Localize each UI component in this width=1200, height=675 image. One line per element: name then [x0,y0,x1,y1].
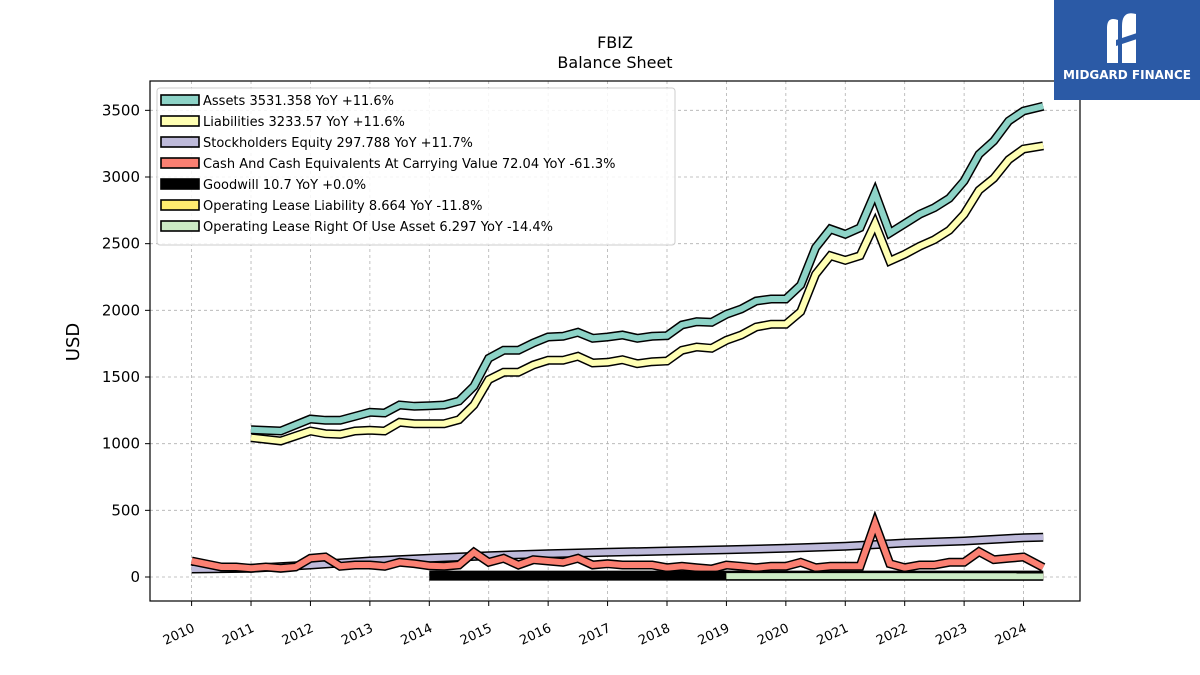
x-tick-label: 2020 [755,621,791,649]
series-stroke [250,142,1044,445]
x-tick-label: 2013 [339,621,375,649]
x-tick-label: 2019 [696,621,732,649]
legend-label: Goodwill 10.7 YoY +0.0% [203,178,366,193]
y-tick-label: 3000 [102,168,140,186]
legend-swatch [160,94,200,106]
y-axis-label: USD [63,323,84,361]
x-tick-label: 2023 [933,621,969,649]
logo-mark-icon [1107,13,1140,63]
y-tick-label: 3500 [102,101,140,119]
x-tick-label: 2014 [399,621,435,649]
series-stroke [250,103,1044,435]
plot-area [190,101,1046,581]
series-line [250,101,1045,436]
y-tick-label: 0 [130,568,140,586]
legend-swatch [160,136,200,148]
plot-frame [149,80,1081,602]
x-tick-label: 2021 [815,621,851,649]
y-tick-label: 1000 [102,435,140,453]
legend-item: Operating Lease Liability 8.664 YoY -11.… [160,199,482,214]
x-tick-label: 2010 [161,621,197,649]
x-tick-label: 2024 [993,621,1029,649]
x-tick-label: 2017 [577,621,613,649]
legend-swatch [160,220,200,232]
legend-item: Operating Lease Right Of Use Asset 6.297… [160,220,553,235]
y-tick-label: 1500 [102,368,140,386]
x-tick-label: 2011 [220,621,256,649]
legend-label: Operating Lease Liability 8.664 YoY -11.… [203,199,482,214]
legend-item: Goodwill 10.7 YoY +0.0% [160,178,366,193]
legend-label: Cash And Cash Equivalents At Carrying Va… [203,157,615,172]
legend-item: Liabilities 3233.57 YoY +11.6% [160,115,405,130]
legend-label: Assets 3531.358 YoY +11.6% [203,94,394,109]
brand-logo: MIDGARD FINANCE [1054,0,1200,100]
x-tick-label: 2022 [874,621,910,649]
chart-title: FBIZ [597,33,633,52]
legend-label: Stockholders Equity 297.788 YoY +11.7% [203,136,473,151]
legend-swatch [160,199,200,211]
y-tick-label: 2000 [102,301,140,319]
x-tick-label: 2012 [280,621,316,649]
series-line [190,510,1046,574]
chart-subtitle: Balance Sheet [557,53,672,72]
x-tick-label: 2015 [458,621,494,649]
y-tick-label: 2500 [102,235,140,253]
x-tick-label: 2016 [518,621,554,649]
series-stroke [191,514,1045,573]
legend-item: Assets 3531.358 YoY +11.6% [160,94,394,109]
legend-swatch [160,157,200,169]
x-tick-label: 2018 [636,621,672,649]
legend-item: Cash And Cash Equivalents At Carrying Va… [160,157,615,172]
y-tick-label: 500 [111,501,140,519]
legend-swatch [160,178,200,190]
legend-swatch [160,115,200,127]
legend-box [156,87,676,246]
brand-name: MIDGARD FINANCE [1063,68,1191,82]
legend-label: Liabilities 3233.57 YoY +11.6% [203,115,405,130]
legend-item: Stockholders Equity 297.788 YoY +11.7% [160,136,473,151]
series-line [250,141,1044,446]
legend-label: Operating Lease Right Of Use Asset 6.297… [203,220,553,235]
legend: Assets 3531.358 YoY +11.6% Liabilities 32… [156,87,676,246]
